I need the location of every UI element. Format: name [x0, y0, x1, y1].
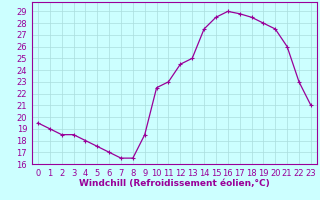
- X-axis label: Windchill (Refroidissement éolien,°C): Windchill (Refroidissement éolien,°C): [79, 179, 270, 188]
